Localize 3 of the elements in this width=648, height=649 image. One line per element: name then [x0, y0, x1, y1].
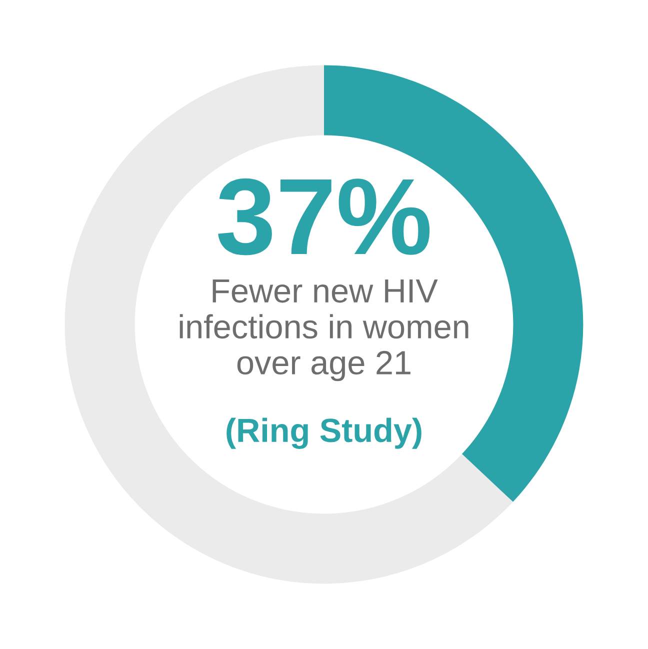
text: (Ring Study) — [226, 418, 422, 449]
data-label: 37% — [218, 178, 430, 256]
text: Fewer new HIV infections in women over age 21 — [180, 279, 468, 382]
